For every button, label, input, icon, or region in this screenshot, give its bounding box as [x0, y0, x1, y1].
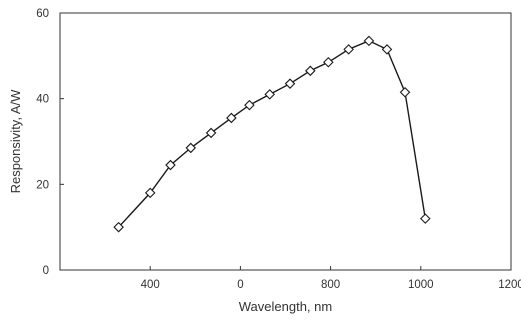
data-point-marker — [343, 44, 354, 55]
x-tick-label: 1000 — [408, 279, 434, 291]
y-axis-ticks: 0 20 40 60 — [36, 8, 64, 277]
data-point-marker — [113, 221, 124, 233]
y-tick-label: 60 — [36, 8, 49, 20]
data-point-marker — [420, 213, 431, 224]
x-axis-label: Wavelength, nm — [239, 299, 332, 314]
series-line — [118, 40, 426, 228]
data-point-marker — [165, 159, 176, 171]
y-tick-label: 0 — [43, 265, 49, 277]
data-point-marker — [264, 89, 275, 100]
data-point-marker — [226, 112, 237, 124]
x-tick-label: 0 — [237, 279, 243, 291]
y-tick-label: 40 — [36, 94, 49, 106]
series-layer — [113, 35, 431, 233]
data-point-marker — [284, 78, 296, 89]
data-point-marker — [363, 35, 375, 47]
data-point-marker — [205, 127, 217, 139]
data-point-marker — [244, 99, 255, 111]
x-tick-label: 1200 — [498, 279, 521, 291]
plot-border — [59, 12, 512, 271]
x-tick-label: 400 — [141, 279, 160, 291]
data-point-marker — [323, 56, 334, 68]
x-axis-ticks: 400 0 800 1000 1200 — [141, 266, 521, 291]
data-point-marker — [305, 65, 316, 77]
plot-frame — [59, 12, 512, 271]
data-point-marker — [399, 86, 411, 98]
data-point-marker — [144, 187, 156, 199]
x-tick-label: 800 — [321, 279, 340, 291]
data-point-marker — [381, 44, 393, 55]
y-axis-label: Responsivity, A/W — [8, 89, 23, 194]
data-point-marker — [185, 142, 197, 154]
y-tick-label: 20 — [36, 179, 49, 191]
